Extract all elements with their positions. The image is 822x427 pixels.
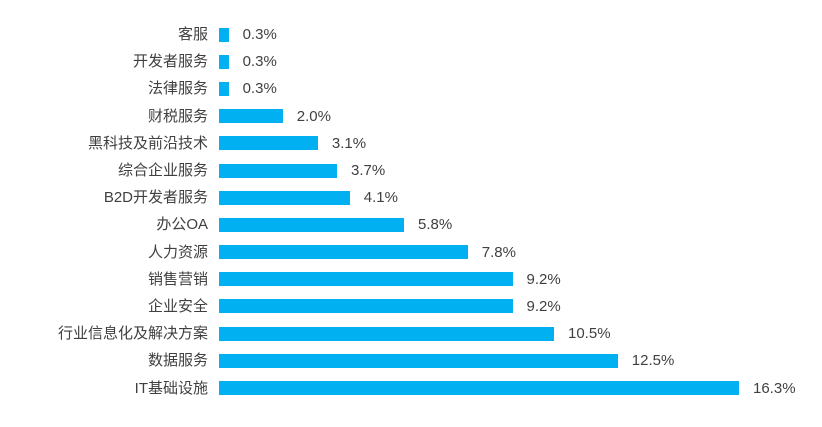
category-label: 综合企业服务 <box>117 162 208 180</box>
bar <box>219 272 513 287</box>
category-label: IT基础设施 <box>134 379 208 397</box>
bar-row: 财税服务 2.0% <box>0 103 822 130</box>
bar <box>219 54 229 69</box>
bar-track: 0.3% <box>219 75 822 102</box>
value-label: 12.5% <box>631 352 675 370</box>
category-label: 行业信息化及解决方案 <box>57 325 208 343</box>
bar-row: 客服 0.3% <box>0 21 822 48</box>
category-label: 法律服务 <box>147 80 208 98</box>
value-label: 0.3% <box>242 53 277 71</box>
value-label: 3.1% <box>331 134 367 152</box>
category-label: 开发者服务 <box>132 53 208 71</box>
bar <box>219 381 739 396</box>
category-label: B2D开发者服务 <box>103 189 208 207</box>
bar <box>219 326 554 341</box>
chart-plot-area: 客服 0.3% 开发者服务 0.3% 法律服务 0.3% 财税服务 2.0% 黑科技及前沿技术 3… <box>0 21 822 402</box>
bar-track: 9.2% <box>219 293 822 320</box>
bar-track: 5.8% <box>219 211 822 238</box>
bar <box>219 109 283 124</box>
bar-row: 企业安全 9.2% <box>0 293 822 320</box>
bar <box>219 245 468 260</box>
category-label: 销售营销 <box>147 270 208 288</box>
bar-track: 12.5% <box>219 347 822 374</box>
bar <box>219 299 513 314</box>
category-label: 办公OA <box>156 216 208 234</box>
bar-row: 数据服务 12.5% <box>0 347 822 374</box>
bar-track: 2.0% <box>219 103 822 130</box>
bar <box>219 353 618 368</box>
bar <box>219 190 350 205</box>
bar <box>219 81 229 96</box>
bar-track: 0.3% <box>219 21 822 48</box>
value-label: 4.1% <box>363 189 398 207</box>
value-label: 0.3% <box>242 80 277 98</box>
bar <box>219 136 318 151</box>
bar <box>219 163 337 178</box>
bar-row: IT基础设施 16.3% <box>0 374 822 401</box>
bar <box>219 217 404 232</box>
value-label: 5.8% <box>418 216 453 234</box>
bar-track: 9.2% <box>219 266 822 293</box>
bar-row: 开发者服务 0.3% <box>0 48 822 75</box>
bar-track: 16.3% <box>219 374 822 401</box>
value-label: 10.5% <box>568 325 611 343</box>
bar-track: 0.3% <box>219 48 822 75</box>
bar-row: 办公OA 5.8% <box>0 211 822 238</box>
bar-row: 行业信息化及解决方案 10.5% <box>0 320 822 347</box>
value-label: 9.2% <box>526 270 561 288</box>
bar-row: 销售营销 9.2% <box>0 266 822 293</box>
bar-track: 4.1% <box>219 184 822 211</box>
category-label: 数据服务 <box>147 352 208 370</box>
bar-row: 法律服务 0.3% <box>0 75 822 102</box>
category-label: 客服 <box>177 26 208 44</box>
value-label: 16.3% <box>753 379 796 397</box>
bar-row: 综合企业服务 3.7% <box>0 157 822 184</box>
bar-track: 7.8% <box>219 239 822 266</box>
category-label: 人力资源 <box>147 243 208 261</box>
category-label: 黑科技及前沿技术 <box>87 134 208 152</box>
category-label: 财税服务 <box>147 107 208 125</box>
bar-track: 3.7% <box>219 157 822 184</box>
bar-row: 黑科技及前沿技术 3.1% <box>0 130 822 157</box>
bar-track: 10.5% <box>219 320 822 347</box>
category-label: 企业安全 <box>147 297 208 315</box>
value-label: 9.2% <box>526 297 561 315</box>
bar <box>219 27 229 42</box>
bar-track: 3.1% <box>219 130 822 157</box>
value-label: 0.3% <box>242 26 277 44</box>
value-label: 2.0% <box>296 107 331 125</box>
value-label: 3.7% <box>351 162 386 180</box>
bar-row: B2D开发者服务 4.1% <box>0 184 822 211</box>
value-label: 7.8% <box>481 243 516 261</box>
bar-row: 人力资源 7.8% <box>0 239 822 266</box>
